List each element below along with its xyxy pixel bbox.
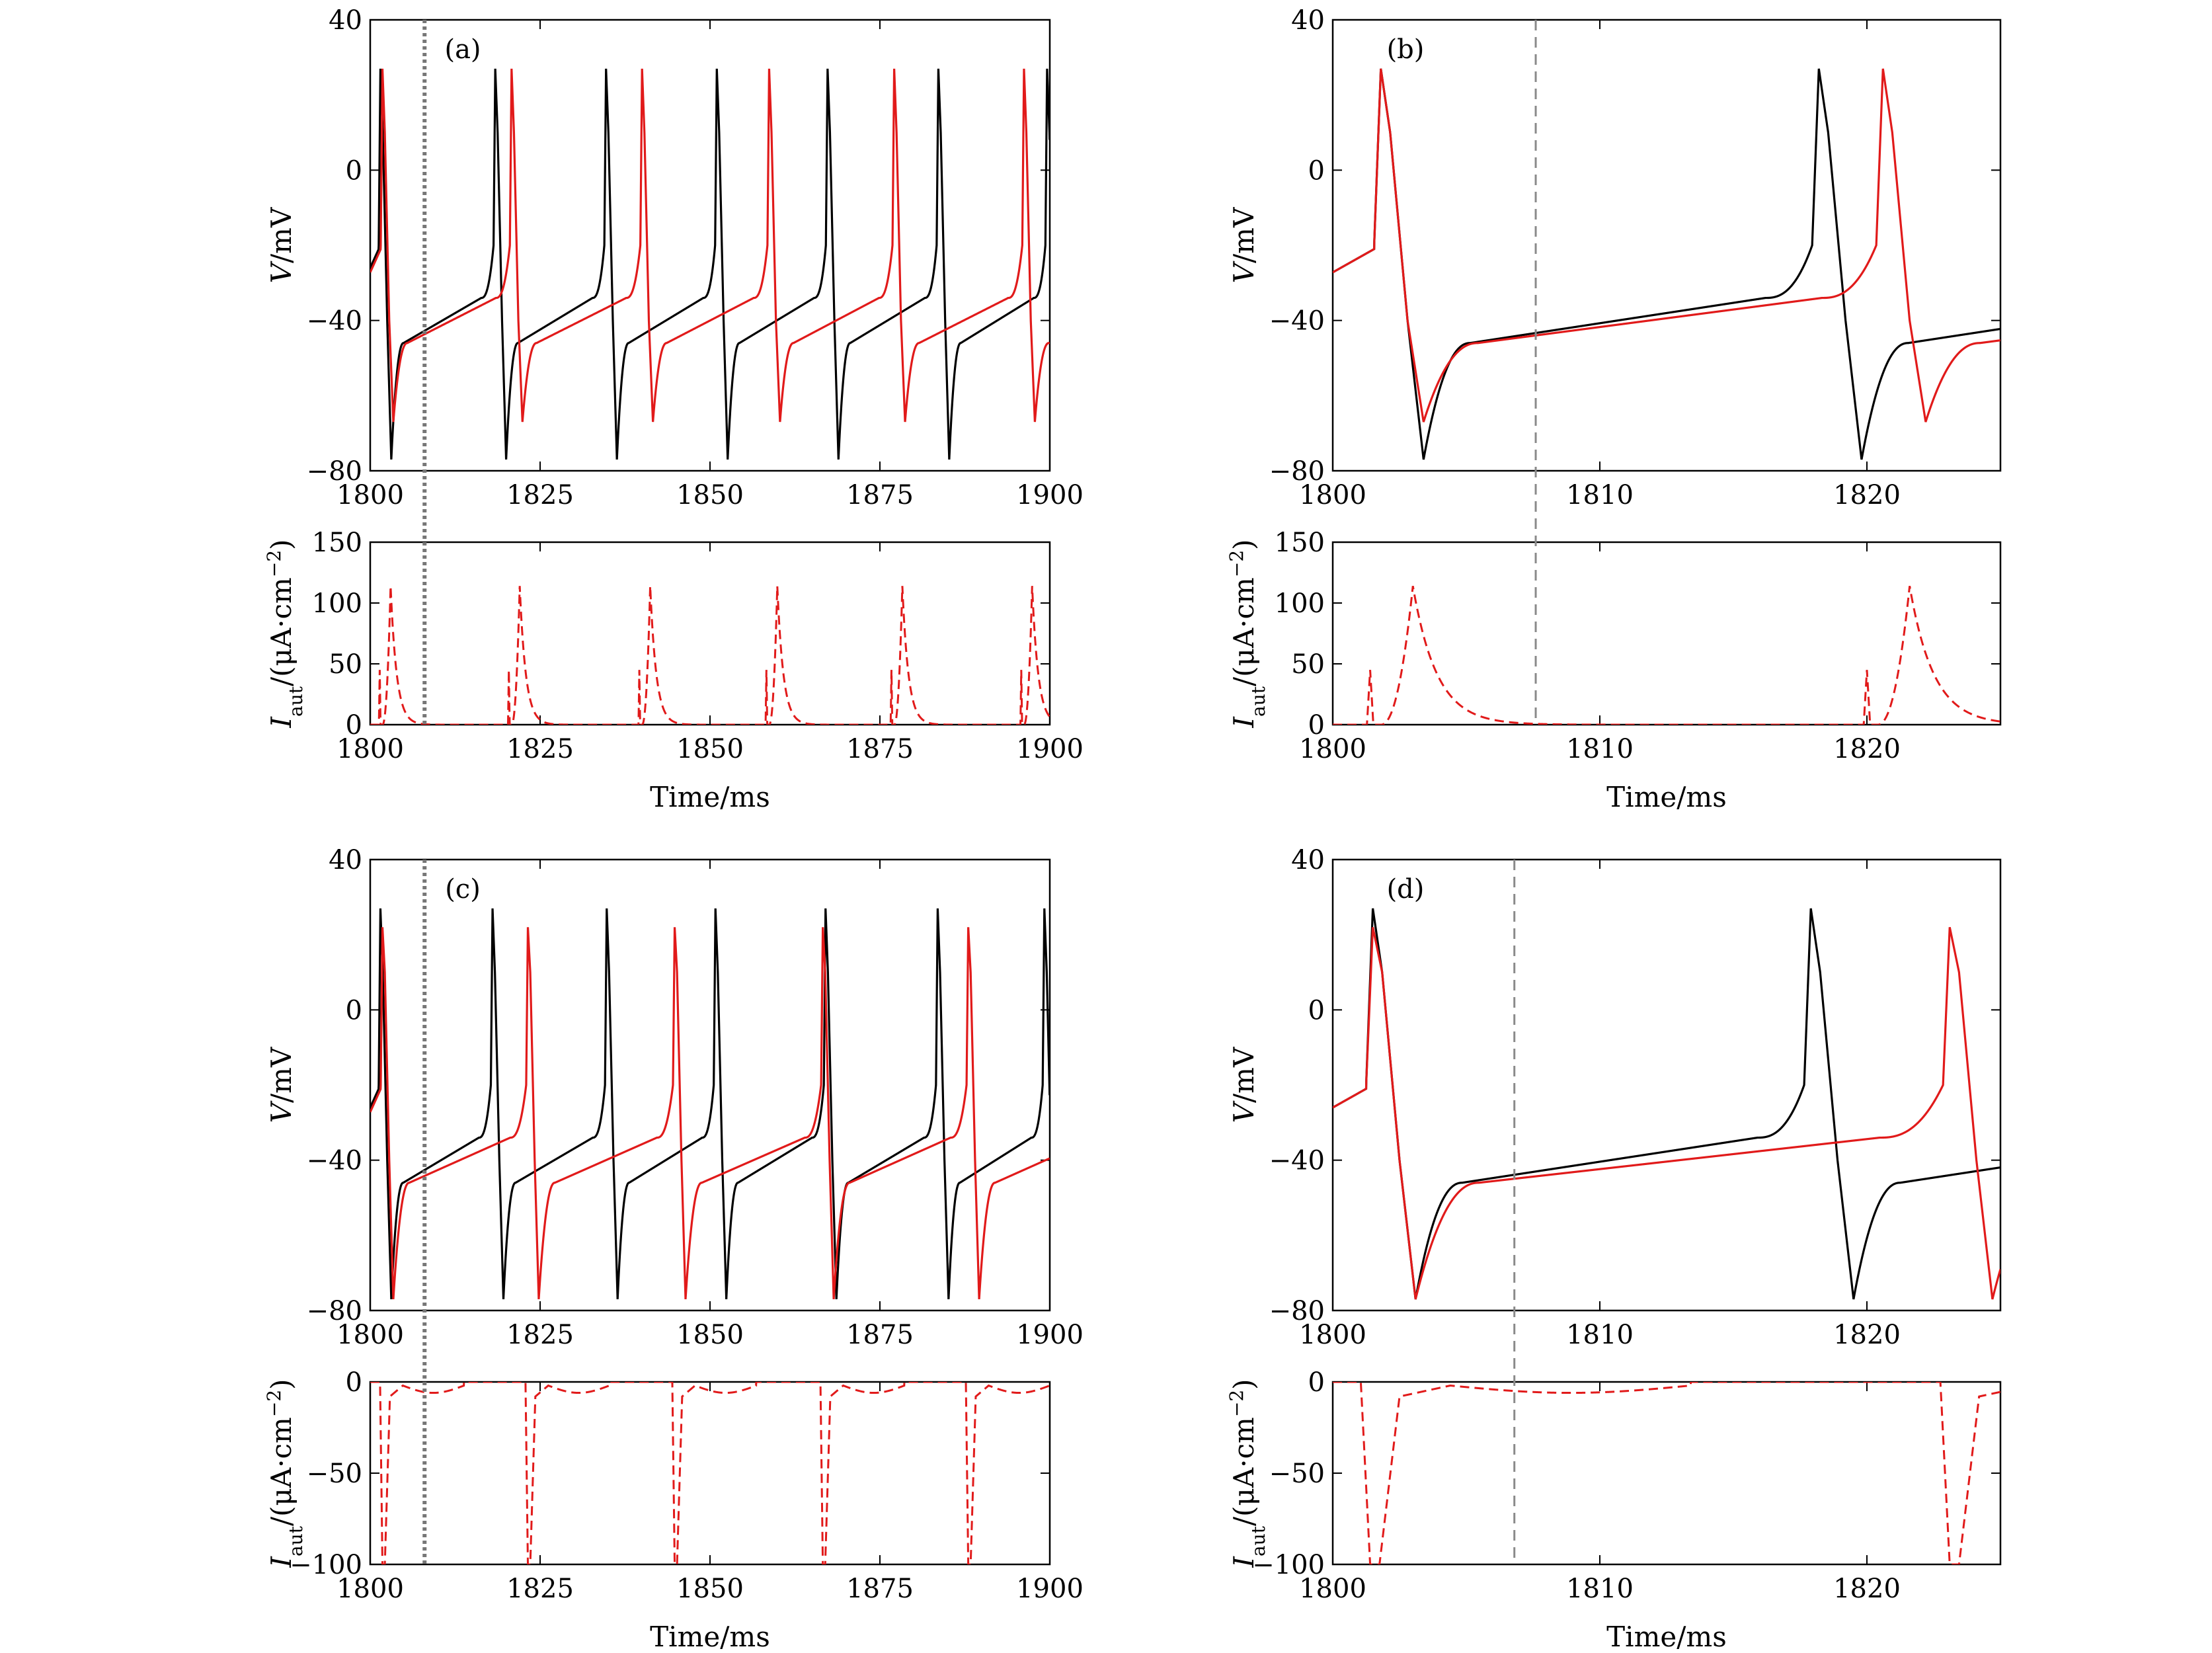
panel-a-top-ytick-label: −80 [307, 456, 362, 487]
panel-b-label: (b) [1387, 34, 1425, 65]
panel-a-top-xtick-label: 1850 [676, 480, 744, 510]
panel-b-top-xtick-label: 1810 [1566, 480, 1634, 510]
panel-d-bottom-frame [1331, 1381, 2002, 1566]
panel-c-top-xtick-label: 1900 [1016, 1320, 1084, 1350]
panel-a-bottom-xtick-label: 1825 [506, 734, 574, 764]
panel-a-top-ytick-label: −40 [307, 306, 362, 337]
panel-a-bottom-xtick-label: 1800 [336, 734, 404, 764]
panel-c-bottom-ytick-label: −100 [290, 1550, 362, 1580]
panel-a-bottom-ytick-label: 0 [346, 710, 362, 741]
panel-d-bottom-ytick-label: 0 [1308, 1367, 1325, 1398]
panel-d-top-ytick-label: 40 [1291, 845, 1325, 875]
panel-b-top-ytick-label: −80 [1269, 456, 1325, 487]
panel-a-top-xtick-label: 1900 [1016, 480, 1084, 510]
panel-d-top-xtick-label: 1820 [1833, 1320, 1901, 1350]
panel-b-bottom-frame [1331, 541, 2002, 726]
panel-a-bottom-ytick-label: 50 [329, 649, 362, 680]
panel-c-top-xtick-label: 1800 [336, 1320, 404, 1350]
panel-c-bottom-xtick-label: 1800 [336, 1574, 404, 1604]
panel-c-bottom-ylabel: Iaut/(μA·cm−2) [263, 1379, 307, 1568]
panel-d-top-frame [1331, 858, 2002, 1312]
panel-a-bottom-ytick-label: 100 [312, 588, 362, 619]
panel-c-top-ytick-label: −80 [307, 1296, 362, 1326]
panel-b-series-red-voltage [1333, 68, 2000, 423]
panel-b-top-xtick-label: 1820 [1833, 480, 1901, 510]
panel-c-series-black-voltage [370, 908, 1050, 1300]
panel-c-series-red-voltage [370, 927, 1050, 1300]
panel-a-top-xtick-label: 1875 [846, 480, 914, 510]
panel-c-top-ytick-label: −40 [307, 1146, 362, 1176]
panel-c-xlabel: Time/ms [650, 1621, 770, 1653]
panel-d-bottom-xtick-label: 1810 [1566, 1574, 1634, 1604]
panel-a-bottom-ylabel: Iaut/(μA·cm−2) [263, 539, 307, 728]
panel-b-bottom-xtick-label: 1810 [1566, 734, 1634, 764]
panel-c-top-xtick-label: 1875 [846, 1320, 914, 1350]
panel-b-series-current [1333, 585, 2000, 725]
panel-d-xlabel: Time/ms [1606, 1621, 1727, 1653]
panel-d-top-ylabel: V/mV [1228, 1047, 1260, 1123]
panel-b-bottom-ylabel: Iaut/(μA·cm−2) [1226, 539, 1269, 728]
panel-a-series-red-voltage [370, 68, 1050, 423]
panel-c-bottom-ytick-label: −50 [307, 1459, 362, 1489]
panel-a-bottom-ytick-label: 150 [312, 528, 362, 558]
panel-c-top-xtick-label: 1825 [506, 1320, 574, 1350]
panel-b-bottom-ytick-label: 0 [1308, 710, 1325, 741]
panel-b-xlabel: Time/ms [1606, 781, 1727, 813]
panel-b-top-ytick-label: 0 [1308, 155, 1325, 186]
panel-d-top-ytick-label: −40 [1269, 1146, 1325, 1176]
panel-b-bottom-xtick-label: 1820 [1833, 734, 1901, 764]
panel-d-series-current [1333, 1382, 2000, 1564]
panel-a-series-current [370, 586, 1050, 725]
panel-a-bottom-xtick-label: 1875 [846, 734, 914, 764]
panel-a-bottom-xtick-label: 1850 [676, 734, 744, 764]
panel-b-bottom-ytick-label: 100 [1275, 588, 1325, 619]
panel-b-bottom-ytick-label: 50 [1291, 649, 1325, 680]
panel-b-top-frame [1331, 19, 2002, 472]
panel-c-series-current [370, 1382, 1050, 1564]
panel-d-label: (d) [1387, 874, 1425, 905]
panel-a-label: (a) [444, 34, 481, 65]
panel-c-label: (c) [445, 874, 481, 905]
panel-d-bottom-ytick-label: −100 [1252, 1550, 1325, 1580]
panel-d-top-xtick-label: 1810 [1566, 1320, 1634, 1350]
panel-d-bottom-xtick-label: 1820 [1833, 1574, 1901, 1604]
panel-d-bottom-xtick-label: 1800 [1299, 1574, 1366, 1604]
panel-d-top-xtick-label: 1800 [1299, 1320, 1366, 1350]
panel-d-top-ytick-label: 0 [1308, 995, 1325, 1026]
panel-c-bottom-xtick-label: 1850 [676, 1574, 744, 1604]
panel-c-bottom-xtick-label: 1825 [506, 1574, 574, 1604]
panel-c-top-ylabel: V/mV [265, 1047, 297, 1123]
panel-a-xlabel: Time/ms [650, 781, 770, 813]
panel-c-top-ytick-label: 40 [329, 845, 362, 875]
panel-c-top-ytick-label: 0 [346, 995, 362, 1026]
panel-a-top-xtick-label: 1825 [506, 480, 574, 510]
panel-b-top-ytick-label: 40 [1291, 5, 1325, 36]
panel-c-bottom-xtick-label: 1875 [846, 1574, 914, 1604]
panel-a-bottom-frame [369, 541, 1051, 726]
panel-b-top-ylabel: V/mV [1228, 207, 1260, 283]
panel-b-series-black-voltage [1333, 68, 2000, 460]
panel-a-top-ytick-label: 40 [329, 5, 362, 36]
panel-c-top-xtick-label: 1850 [676, 1320, 744, 1350]
panel-b-top-xtick-label: 1800 [1299, 480, 1366, 510]
panel-d-bottom-ytick-label: −50 [1269, 1459, 1325, 1489]
panel-d-series-black-voltage [1333, 908, 2000, 1300]
panel-b-bottom-xtick-label: 1800 [1299, 734, 1366, 764]
panel-c-bottom-frame [369, 1381, 1051, 1566]
panel-c-bottom-ytick-label: 0 [346, 1367, 362, 1398]
panel-a-bottom-xtick-label: 1900 [1016, 734, 1084, 764]
panel-d-series-red-voltage [1333, 926, 2000, 1300]
panel-a-top-ylabel: V/mV [265, 207, 297, 283]
panel-a-top-xtick-label: 1800 [336, 480, 404, 510]
panel-d-top-ytick-label: −80 [1269, 1296, 1325, 1326]
panel-d-bottom-ylabel: Iaut/(μA·cm−2) [1226, 1379, 1269, 1568]
panel-a-top-ytick-label: 0 [346, 155, 362, 186]
panel-a-series-black-voltage [370, 68, 1050, 460]
panel-b-top-ytick-label: −40 [1269, 306, 1325, 337]
panel-b-bottom-ytick-label: 150 [1275, 528, 1325, 558]
panel-c-bottom-xtick-label: 1900 [1016, 1574, 1084, 1604]
